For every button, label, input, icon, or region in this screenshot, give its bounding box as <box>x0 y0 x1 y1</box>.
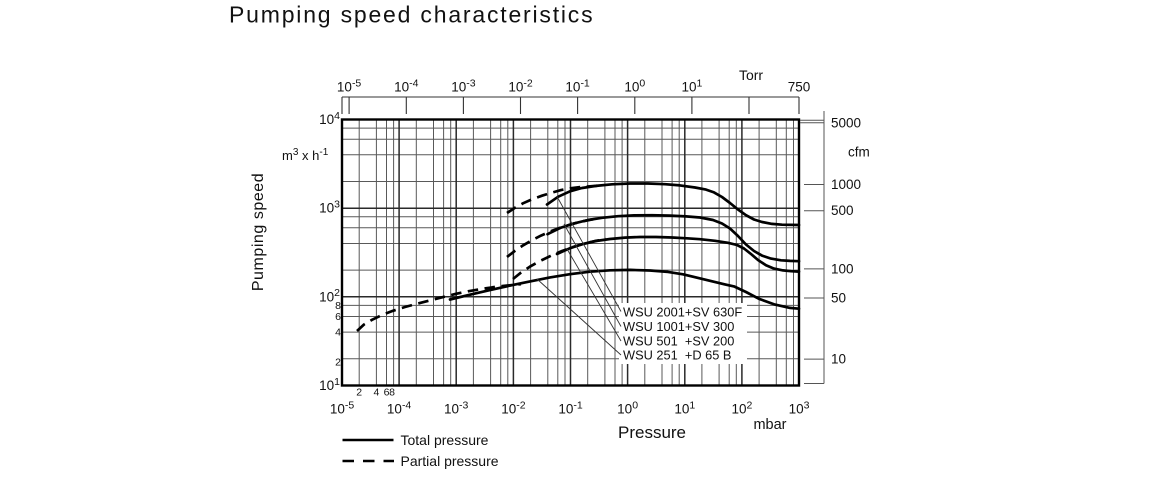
svg-text:500: 500 <box>831 203 854 218</box>
svg-text:cfm: cfm <box>848 145 870 160</box>
svg-text:750: 750 <box>788 80 811 95</box>
svg-text:Pumping speed characteristics: Pumping speed characteristics <box>229 2 594 28</box>
svg-text:Torr: Torr <box>739 67 763 83</box>
svg-text:Partial pressure: Partial pressure <box>401 453 499 469</box>
svg-text:WSU 1001+SV 300: WSU 1001+SV 300 <box>623 319 734 334</box>
svg-text:WSU 2001+SV 630F: WSU 2001+SV 630F <box>623 305 742 320</box>
svg-text:4: 4 <box>373 387 379 399</box>
svg-text:50: 50 <box>831 291 846 306</box>
svg-text:mbar: mbar <box>753 417 786 433</box>
svg-text:Pressure: Pressure <box>618 423 686 442</box>
svg-text:5000: 5000 <box>831 115 861 130</box>
svg-text:4: 4 <box>335 327 341 339</box>
svg-text:Total pressure: Total pressure <box>401 432 489 448</box>
svg-text:WSU 251 +D 65 B: WSU 251 +D 65 B <box>623 348 731 363</box>
svg-text:8: 8 <box>389 387 395 399</box>
svg-text:8: 8 <box>335 300 341 312</box>
svg-text:6: 6 <box>335 311 341 323</box>
svg-text:6: 6 <box>384 387 390 399</box>
svg-text:2: 2 <box>335 356 341 368</box>
svg-text:100: 100 <box>831 261 854 276</box>
svg-text:10: 10 <box>831 352 846 367</box>
svg-text:WSU 501 +SV 200: WSU 501 +SV 200 <box>623 334 734 349</box>
svg-text:1000: 1000 <box>831 177 861 192</box>
svg-text:2: 2 <box>356 387 362 399</box>
svg-text:Pumping speed: Pumping speed <box>250 173 267 291</box>
